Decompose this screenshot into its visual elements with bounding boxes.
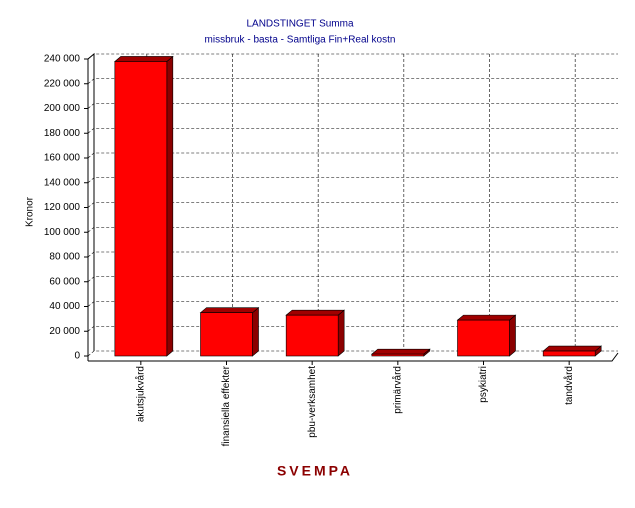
- bar: [285, 309, 345, 357]
- grid-line: [87, 152, 618, 159]
- grid-line: [87, 325, 618, 332]
- x-tick-label: psykiatri: [478, 366, 489, 403]
- y-axis-label: Kronor: [25, 196, 36, 227]
- bar: [114, 55, 174, 357]
- bar-top: [114, 56, 174, 62]
- bar-front: [200, 312, 253, 357]
- y-tick-label: 80 000: [49, 252, 80, 263]
- grid-line: [87, 202, 618, 208]
- y-tick-label: 240 000: [44, 54, 81, 65]
- bar-side: [509, 314, 516, 357]
- x-tick-label: tandvård: [563, 366, 575, 405]
- grid-line: [87, 127, 618, 134]
- grid-line: [87, 350, 618, 357]
- grid-line: [87, 251, 618, 258]
- x-tick-label: akutsjukvård: [134, 366, 146, 422]
- y-tick-label: 20 000: [49, 326, 80, 337]
- x-axis-label: SVEMPA: [277, 463, 353, 479]
- chart-title: LANDSTINGET Summa: [246, 19, 353, 30]
- bar-top: [285, 309, 345, 316]
- y-tick-label: 120 000: [44, 202, 81, 213]
- grid-line: [87, 53, 618, 60]
- x-tick-label: pbu-verksamhet: [307, 366, 318, 438]
- grid-line: [87, 301, 618, 307]
- x-tick-label: primärvård: [391, 366, 403, 414]
- grid-line: [87, 276, 618, 282]
- y-tick-label: 140 000: [44, 177, 81, 188]
- grid-line: [87, 177, 618, 183]
- bar-top: [199, 307, 260, 313]
- grid-line: [87, 226, 618, 233]
- bar: [456, 314, 517, 357]
- bar-side: [166, 55, 174, 357]
- y-tick-label: 100 000: [44, 227, 81, 238]
- bar-side: [337, 309, 345, 357]
- y-tick-label: 160 000: [44, 153, 81, 164]
- bar-front: [285, 314, 339, 357]
- x-tick-label: finansiella effekter: [221, 365, 232, 446]
- bar: [371, 348, 431, 357]
- bar-front: [371, 353, 425, 357]
- y-tick-label: 200 000: [44, 103, 81, 114]
- grid-line: [87, 78, 618, 84]
- bar: [542, 345, 602, 357]
- grid-line: [87, 103, 618, 109]
- bar-front: [542, 350, 596, 357]
- bar-top: [542, 345, 602, 352]
- bar-top: [371, 348, 431, 355]
- y-tick-label: 180 000: [44, 128, 81, 139]
- bar-side: [252, 307, 259, 357]
- bar-front: [457, 319, 510, 357]
- y-tick-label: 60 000: [49, 276, 80, 287]
- y-tick-label: 220 000: [44, 78, 81, 89]
- y-tick-label: 0: [74, 351, 80, 362]
- bar-front: [114, 61, 168, 357]
- bar: [199, 307, 260, 357]
- bar-top: [456, 314, 517, 321]
- floor: [88, 352, 619, 362]
- y-tick-label: 40 000: [49, 301, 80, 312]
- chart-subtitle: missbruk - basta - Samtliga Fin+Real kos…: [205, 35, 396, 46]
- axis-frame: [87, 52, 95, 361]
